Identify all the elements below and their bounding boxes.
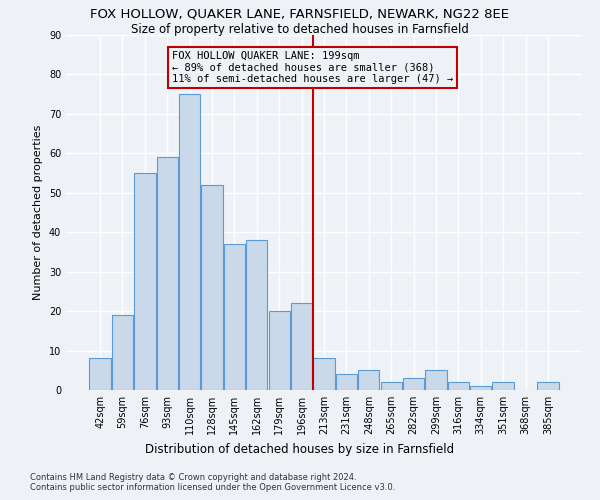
Bar	[493, 382, 514, 390]
Bar	[224, 244, 245, 390]
Bar	[246, 240, 268, 390]
Text: FOX HOLLOW QUAKER LANE: 199sqm
← 89% of detached houses are smaller (368)
11% of: FOX HOLLOW QUAKER LANE: 199sqm ← 89% of …	[172, 51, 453, 84]
Bar	[425, 370, 446, 390]
Bar	[291, 303, 312, 390]
Bar	[112, 315, 133, 390]
Text: FOX HOLLOW, QUAKER LANE, FARNSFIELD, NEWARK, NG22 8EE: FOX HOLLOW, QUAKER LANE, FARNSFIELD, NEW…	[91, 8, 509, 20]
Bar	[179, 94, 200, 390]
Bar	[269, 311, 290, 390]
Bar	[336, 374, 357, 390]
Bar	[470, 386, 491, 390]
Bar	[157, 158, 178, 390]
Text: Distribution of detached houses by size in Farnsfield: Distribution of detached houses by size …	[145, 442, 455, 456]
Bar	[380, 382, 402, 390]
Y-axis label: Number of detached properties: Number of detached properties	[33, 125, 43, 300]
Bar	[358, 370, 379, 390]
Bar	[448, 382, 469, 390]
Text: Size of property relative to detached houses in Farnsfield: Size of property relative to detached ho…	[131, 22, 469, 36]
Bar	[89, 358, 111, 390]
Text: Contains HM Land Registry data © Crown copyright and database right 2024.
Contai: Contains HM Land Registry data © Crown c…	[30, 472, 395, 492]
Bar	[537, 382, 559, 390]
Bar	[134, 173, 155, 390]
Bar	[202, 185, 223, 390]
Bar	[313, 358, 335, 390]
Bar	[403, 378, 424, 390]
